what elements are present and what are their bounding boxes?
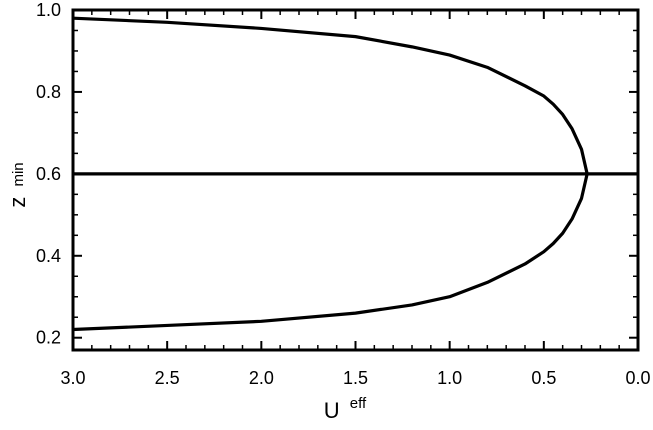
x-tick-label: 2.5 bbox=[155, 368, 180, 388]
y-axis-label-subscript: min bbox=[10, 162, 27, 186]
y-tick-label: 1.0 bbox=[36, 0, 61, 20]
x-tick-label: 1.0 bbox=[437, 368, 462, 388]
y-axis-label: z min bbox=[5, 162, 30, 207]
x-axis-label-base: U bbox=[324, 398, 340, 423]
y-tick-label: 0.6 bbox=[36, 164, 61, 184]
x-tick-label: 2.0 bbox=[249, 368, 274, 388]
y-axis-label-base: z bbox=[5, 197, 30, 208]
y-tick-label: 0.2 bbox=[36, 328, 61, 348]
x-tick-label: 0.5 bbox=[531, 368, 556, 388]
y-tick-label: 0.8 bbox=[36, 82, 61, 102]
x-axis-label: U eff bbox=[324, 395, 367, 423]
x-tick-label: 1.5 bbox=[343, 368, 368, 388]
series-layer bbox=[72, 16, 638, 332]
plot-frame bbox=[71, 8, 640, 352]
ticks-layer bbox=[72, 9, 639, 350]
x-tick-label: 0.0 bbox=[625, 368, 650, 388]
series-line-0 bbox=[72, 16, 589, 175]
y-tick-label: 0.4 bbox=[36, 246, 61, 266]
x-tick-label: 3.0 bbox=[60, 368, 85, 388]
series-line-1 bbox=[72, 173, 589, 332]
x-axis-label-superscript: eff bbox=[350, 395, 367, 412]
tick-labels-layer: 3.0 2.5 2.0 1.5 1.0 0.5 0.0 0.2 0.4 0.6 0.8 1.0 bbox=[36, 0, 651, 388]
